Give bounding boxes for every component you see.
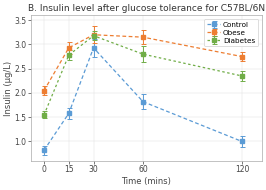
Legend: Control, Obese, Diabetes: Control, Obese, Diabetes	[204, 19, 258, 47]
X-axis label: Time (mins): Time (mins)	[121, 177, 171, 186]
Y-axis label: Insulin (µg/L): Insulin (µg/L)	[4, 61, 13, 116]
Title: B. Insulin level after glucose tolerance for C57BL/6N: B. Insulin level after glucose tolerance…	[28, 4, 265, 13]
